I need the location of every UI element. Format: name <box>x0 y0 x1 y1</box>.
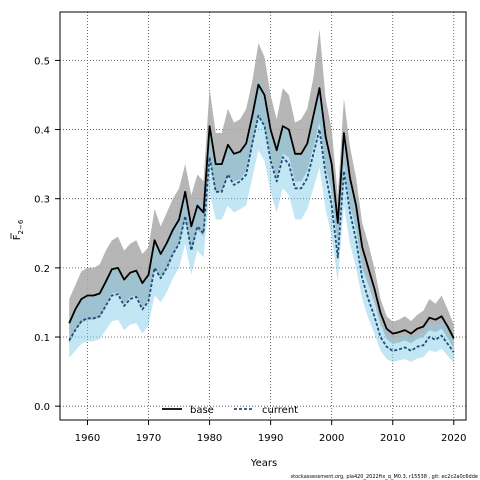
y-axis-title-main: F2−6 <box>12 219 25 240</box>
series-lines <box>68 83 455 353</box>
x-tick-label: 2000 <box>319 433 344 444</box>
y-tick-label: 0.4 <box>34 126 50 137</box>
x-tick-label: 1970 <box>136 433 161 444</box>
legend-current-label: current <box>262 405 298 416</box>
legend: base current <box>162 405 298 416</box>
confidence-bands <box>69 29 454 363</box>
footnote: stockassessment.org, pla420_2022ftx_q_M0… <box>291 474 478 480</box>
y-tick-label: 0.2 <box>34 264 50 275</box>
x-tick-label: 1990 <box>258 433 283 444</box>
x-tick-label: 1980 <box>197 433 222 444</box>
series-line-base <box>68 83 455 339</box>
y-tick-label: 0.5 <box>34 56 50 67</box>
confidence-band-current <box>69 77 454 363</box>
plot-frame <box>59 11 467 421</box>
x-tick-label: 1960 <box>75 433 100 444</box>
axis-ticks: 1960 1970 1980 1990 2000 2010 2020 0.0 0.1 0.2 0.3… <box>34 56 466 444</box>
y-tick-label: 0.3 <box>34 195 50 206</box>
x-tick-label: 2010 <box>380 433 405 444</box>
x-tick-label: 2020 <box>441 433 466 444</box>
legend-base-label: base <box>190 405 214 416</box>
y-axis-title: F2−6 <box>10 219 25 240</box>
y-tick-label: 0.0 <box>34 402 50 413</box>
y-tick-label: 0.1 <box>34 333 50 344</box>
x-axis-title: Years <box>250 458 277 469</box>
